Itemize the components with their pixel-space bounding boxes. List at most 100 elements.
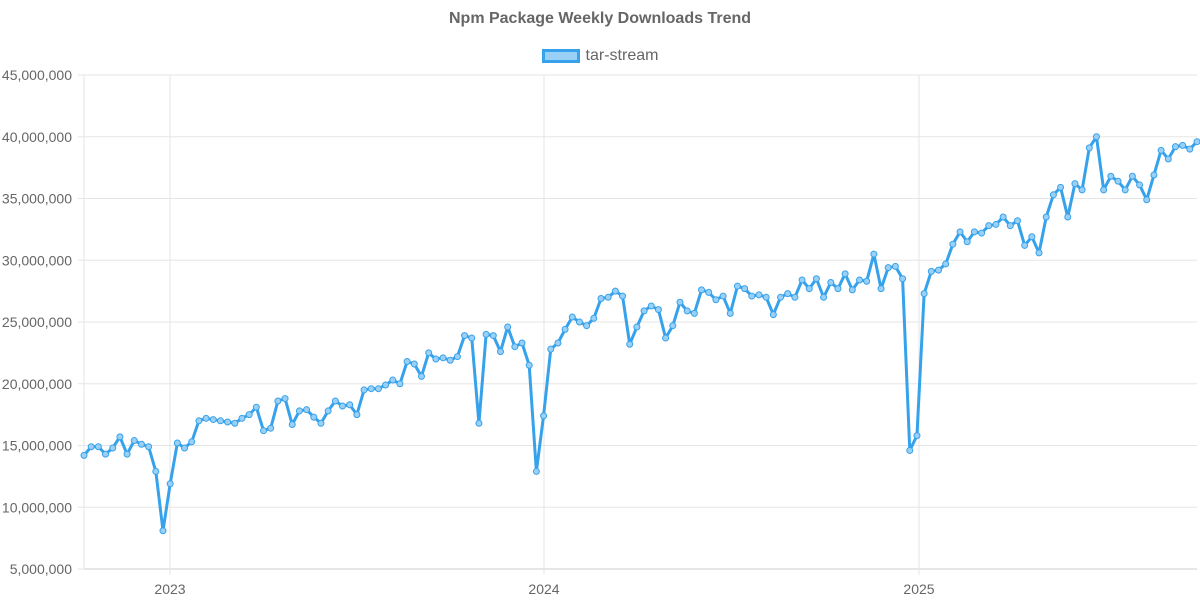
data-point[interactable] [181,444,189,452]
data-point[interactable] [1193,138,1200,146]
data-point[interactable] [209,416,217,424]
data-point[interactable] [640,307,648,315]
data-point[interactable] [805,285,813,293]
data-point[interactable] [583,322,591,330]
data-point[interactable] [1028,233,1036,241]
data-point[interactable] [267,424,275,432]
data-point[interactable] [834,285,842,293]
data-point[interactable] [109,444,117,452]
data-point[interactable] [927,267,935,275]
data-point[interactable] [812,275,820,283]
data-point[interactable] [496,348,504,356]
data-point[interactable] [1186,145,1194,153]
data-point[interactable] [417,372,425,380]
data-point[interactable] [755,291,763,299]
data-point[interactable] [396,380,404,388]
data-point[interactable] [295,407,303,415]
data-point[interactable] [353,411,361,419]
data-point[interactable] [1121,186,1129,194]
data-point[interactable] [827,278,835,286]
data-point[interactable] [777,293,785,301]
data-point[interactable] [662,334,670,342]
data-point[interactable] [403,358,411,366]
data-point[interactable] [963,238,971,246]
data-point[interactable] [798,276,806,284]
data-point[interactable] [1136,181,1144,189]
data-point[interactable] [676,298,684,306]
data-point[interactable] [934,266,942,274]
data-point[interactable] [317,419,325,427]
data-point[interactable] [1157,146,1165,154]
data-point[interactable] [877,285,885,293]
data-point[interactable] [942,260,950,268]
data-point[interactable] [1143,196,1151,204]
data-point[interactable] [913,432,921,440]
data-point[interactable] [245,411,253,419]
data-point[interactable] [956,228,964,236]
data-point[interactable] [1049,191,1057,199]
data-point[interactable] [611,287,619,295]
data-point[interactable] [238,414,246,422]
data-point[interactable] [733,282,741,290]
data-point[interactable] [690,309,698,317]
data-point[interactable] [331,397,339,405]
data-point[interactable] [1035,249,1043,257]
data-point[interactable] [1128,172,1136,180]
data-point[interactable] [626,340,634,348]
data-point[interactable] [698,286,706,294]
data-point[interactable] [949,240,957,248]
data-point[interactable] [159,527,167,535]
data-point[interactable] [94,443,102,451]
data-point[interactable] [633,323,641,331]
data-point[interactable] [1057,183,1065,191]
data-point[interactable] [999,213,1007,221]
data-point[interactable] [748,292,756,300]
data-point[interactable] [525,361,533,369]
data-point[interactable] [568,313,576,321]
data-point[interactable] [769,311,777,319]
data-point[interactable] [453,353,461,361]
data-point[interactable] [992,220,1000,228]
data-point[interactable] [166,480,174,488]
data-point[interactable] [1042,213,1050,221]
data-point[interactable] [252,403,260,411]
data-point[interactable] [540,412,548,420]
data-point[interactable] [891,262,899,270]
data-point[interactable] [863,277,871,285]
data-point[interactable] [719,292,727,300]
data-point[interactable] [482,330,490,338]
data-point[interactable] [547,345,555,353]
data-point[interactable] [899,275,907,283]
data-point[interactable] [173,439,181,447]
data-point[interactable] [920,290,928,298]
data-point[interactable] [382,381,390,389]
data-point[interactable] [647,302,655,310]
data-point[interactable] [224,418,232,426]
data-point[interactable] [906,446,914,454]
data-point[interactable] [80,451,88,459]
data-point[interactable] [970,228,978,236]
data-point[interactable] [554,339,562,347]
data-point[interactable] [389,376,397,384]
data-point[interactable] [1021,241,1029,249]
legend-item-tar-stream[interactable]: tar-stream [541,47,658,65]
data-point[interactable] [310,413,318,421]
data-point[interactable] [123,450,131,458]
data-point[interactable] [130,437,138,445]
data-point[interactable] [216,417,224,425]
data-point[interactable] [188,438,196,446]
data-point[interactable] [1071,180,1079,188]
data-point[interactable] [1150,171,1158,179]
data-point[interactable] [152,467,160,475]
data-point[interactable] [1171,143,1179,151]
data-point[interactable] [985,222,993,230]
data-point[interactable] [1179,141,1187,149]
data-point[interactable] [654,306,662,314]
data-point[interactable] [202,414,210,422]
data-point[interactable] [532,467,540,475]
data-point[interactable] [504,323,512,331]
data-point[interactable] [978,229,986,237]
data-point[interactable] [475,419,483,427]
data-point[interactable] [597,295,605,303]
data-point[interactable] [870,250,878,258]
